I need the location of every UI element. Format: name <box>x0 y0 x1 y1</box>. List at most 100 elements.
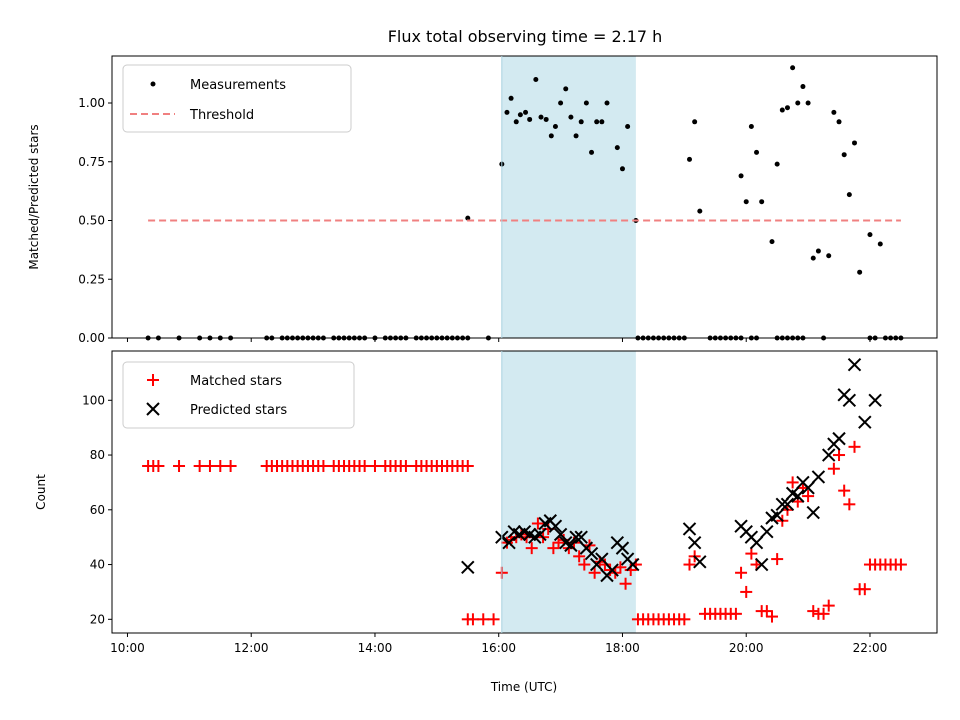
predicted-point <box>770 508 784 522</box>
top-y-tick-label: 1.00 <box>78 96 105 110</box>
measurement-point <box>568 114 574 120</box>
bottom-y-tick-label: 80 <box>90 448 105 462</box>
measurement-point <box>578 119 584 125</box>
top-y-axis-label: Matched/Predicted stars <box>27 124 41 269</box>
predicted-point <box>811 470 826 484</box>
measurement-point <box>619 166 625 172</box>
matched-point <box>858 583 871 596</box>
measurement-point <box>589 149 595 155</box>
legend-measurements-marker <box>150 81 156 87</box>
measurement-point <box>743 199 749 205</box>
matched-point <box>531 517 544 530</box>
bottom-y-axis-label: Count <box>34 474 48 510</box>
matched-point <box>399 459 412 472</box>
matched-point <box>173 459 186 472</box>
measurement-point <box>779 107 785 113</box>
matched-point <box>740 585 753 598</box>
bottom-y-ticks: 20 40 60 80 100 <box>82 393 112 626</box>
bottom-y-tick-label: 60 <box>90 503 105 517</box>
matched-point <box>735 566 748 579</box>
top-x-ticks <box>126 338 871 342</box>
predicted-point <box>615 541 630 555</box>
measurement-point <box>810 255 816 261</box>
predicted-point <box>553 527 568 542</box>
top-y-tick-label: 0.25 <box>78 272 105 286</box>
measurement-point <box>614 145 620 151</box>
predicted-point <box>548 519 563 533</box>
predicted-point <box>574 530 588 544</box>
predicted-point <box>749 535 764 550</box>
bottom-plot-marks <box>142 357 907 626</box>
chart-title: Flux total observing time = 2.17 h <box>388 27 663 46</box>
measurement-point <box>759 199 765 205</box>
predicted-point <box>780 497 795 512</box>
matched-point <box>760 605 773 618</box>
measurement-point <box>826 253 832 259</box>
measurement-point <box>738 173 744 179</box>
measurement-point <box>517 112 523 118</box>
matched-point <box>894 558 907 571</box>
measurement-point <box>836 119 842 125</box>
matched-point <box>786 476 799 489</box>
measurement-point <box>852 140 857 146</box>
bottom-axes-frame <box>111 350 938 634</box>
measurement-point <box>795 100 801 106</box>
matched-point <box>214 459 227 472</box>
matched-point <box>827 462 840 475</box>
predicted-point <box>461 560 475 574</box>
bottom-x-ticks: 10:00 12:00 14:00 16:00 18:00 20:00 22:00 <box>110 633 887 655</box>
matched-point <box>368 459 381 472</box>
top-y-tick-label: 0.50 <box>78 214 105 228</box>
matched-point <box>203 459 216 472</box>
matched-point <box>547 542 560 555</box>
matched-point <box>224 459 237 472</box>
bottom-y-tick-label: 20 <box>90 612 105 626</box>
measurement-point <box>697 208 703 214</box>
predicted-point <box>595 552 609 566</box>
bottom-x-tick-label: 10:00 <box>110 641 145 655</box>
predicted-point <box>564 538 578 553</box>
measurement-point <box>754 149 760 155</box>
matched-point <box>678 613 691 626</box>
measurement-point <box>692 119 698 125</box>
matched-point <box>848 440 861 453</box>
bottom-x-tick-label: 18:00 <box>605 641 640 655</box>
predicted-point <box>682 522 697 536</box>
matched-point <box>838 484 851 497</box>
top-y-ticks: 0.00 0.25 0.50 0.75 1.00 <box>78 96 112 345</box>
matched-point <box>807 605 820 618</box>
matched-point <box>683 558 696 571</box>
predicted-point <box>533 527 547 542</box>
matched-point <box>193 459 206 472</box>
bottom-x-tick-label: 16:00 <box>481 641 516 655</box>
matched-point <box>604 564 617 577</box>
matched-point <box>461 459 474 472</box>
top-y-tick-label: 0.75 <box>78 155 105 169</box>
measurement-point <box>625 124 631 129</box>
predicted-point <box>842 393 857 407</box>
matched-point <box>766 610 778 623</box>
measurement-point <box>523 109 529 115</box>
measurement-point <box>513 119 519 125</box>
measurement-point <box>533 77 539 82</box>
predicted-point <box>806 505 820 520</box>
measurement-point <box>769 239 775 245</box>
bottom-legend-box <box>122 361 355 429</box>
legend-matched-label: Matched stars <box>190 374 282 389</box>
top-legend-box <box>122 64 352 133</box>
predicted-point <box>687 535 702 550</box>
predicted-point <box>502 535 516 550</box>
measurement-point <box>563 86 569 92</box>
measurement-point <box>573 133 579 139</box>
measurement-point <box>594 119 600 125</box>
bottom-x-tick-label: 14:00 <box>358 641 393 655</box>
measurement-point <box>465 215 471 221</box>
predicted-point <box>584 546 599 561</box>
measurement-point <box>867 232 873 238</box>
measurement-point <box>552 124 558 129</box>
matched-point <box>487 613 500 626</box>
bottom-legend: Matched stars Predicted stars <box>122 361 355 429</box>
measurement-point <box>599 119 605 125</box>
matched-point <box>817 607 830 620</box>
predicted-point <box>693 555 707 569</box>
